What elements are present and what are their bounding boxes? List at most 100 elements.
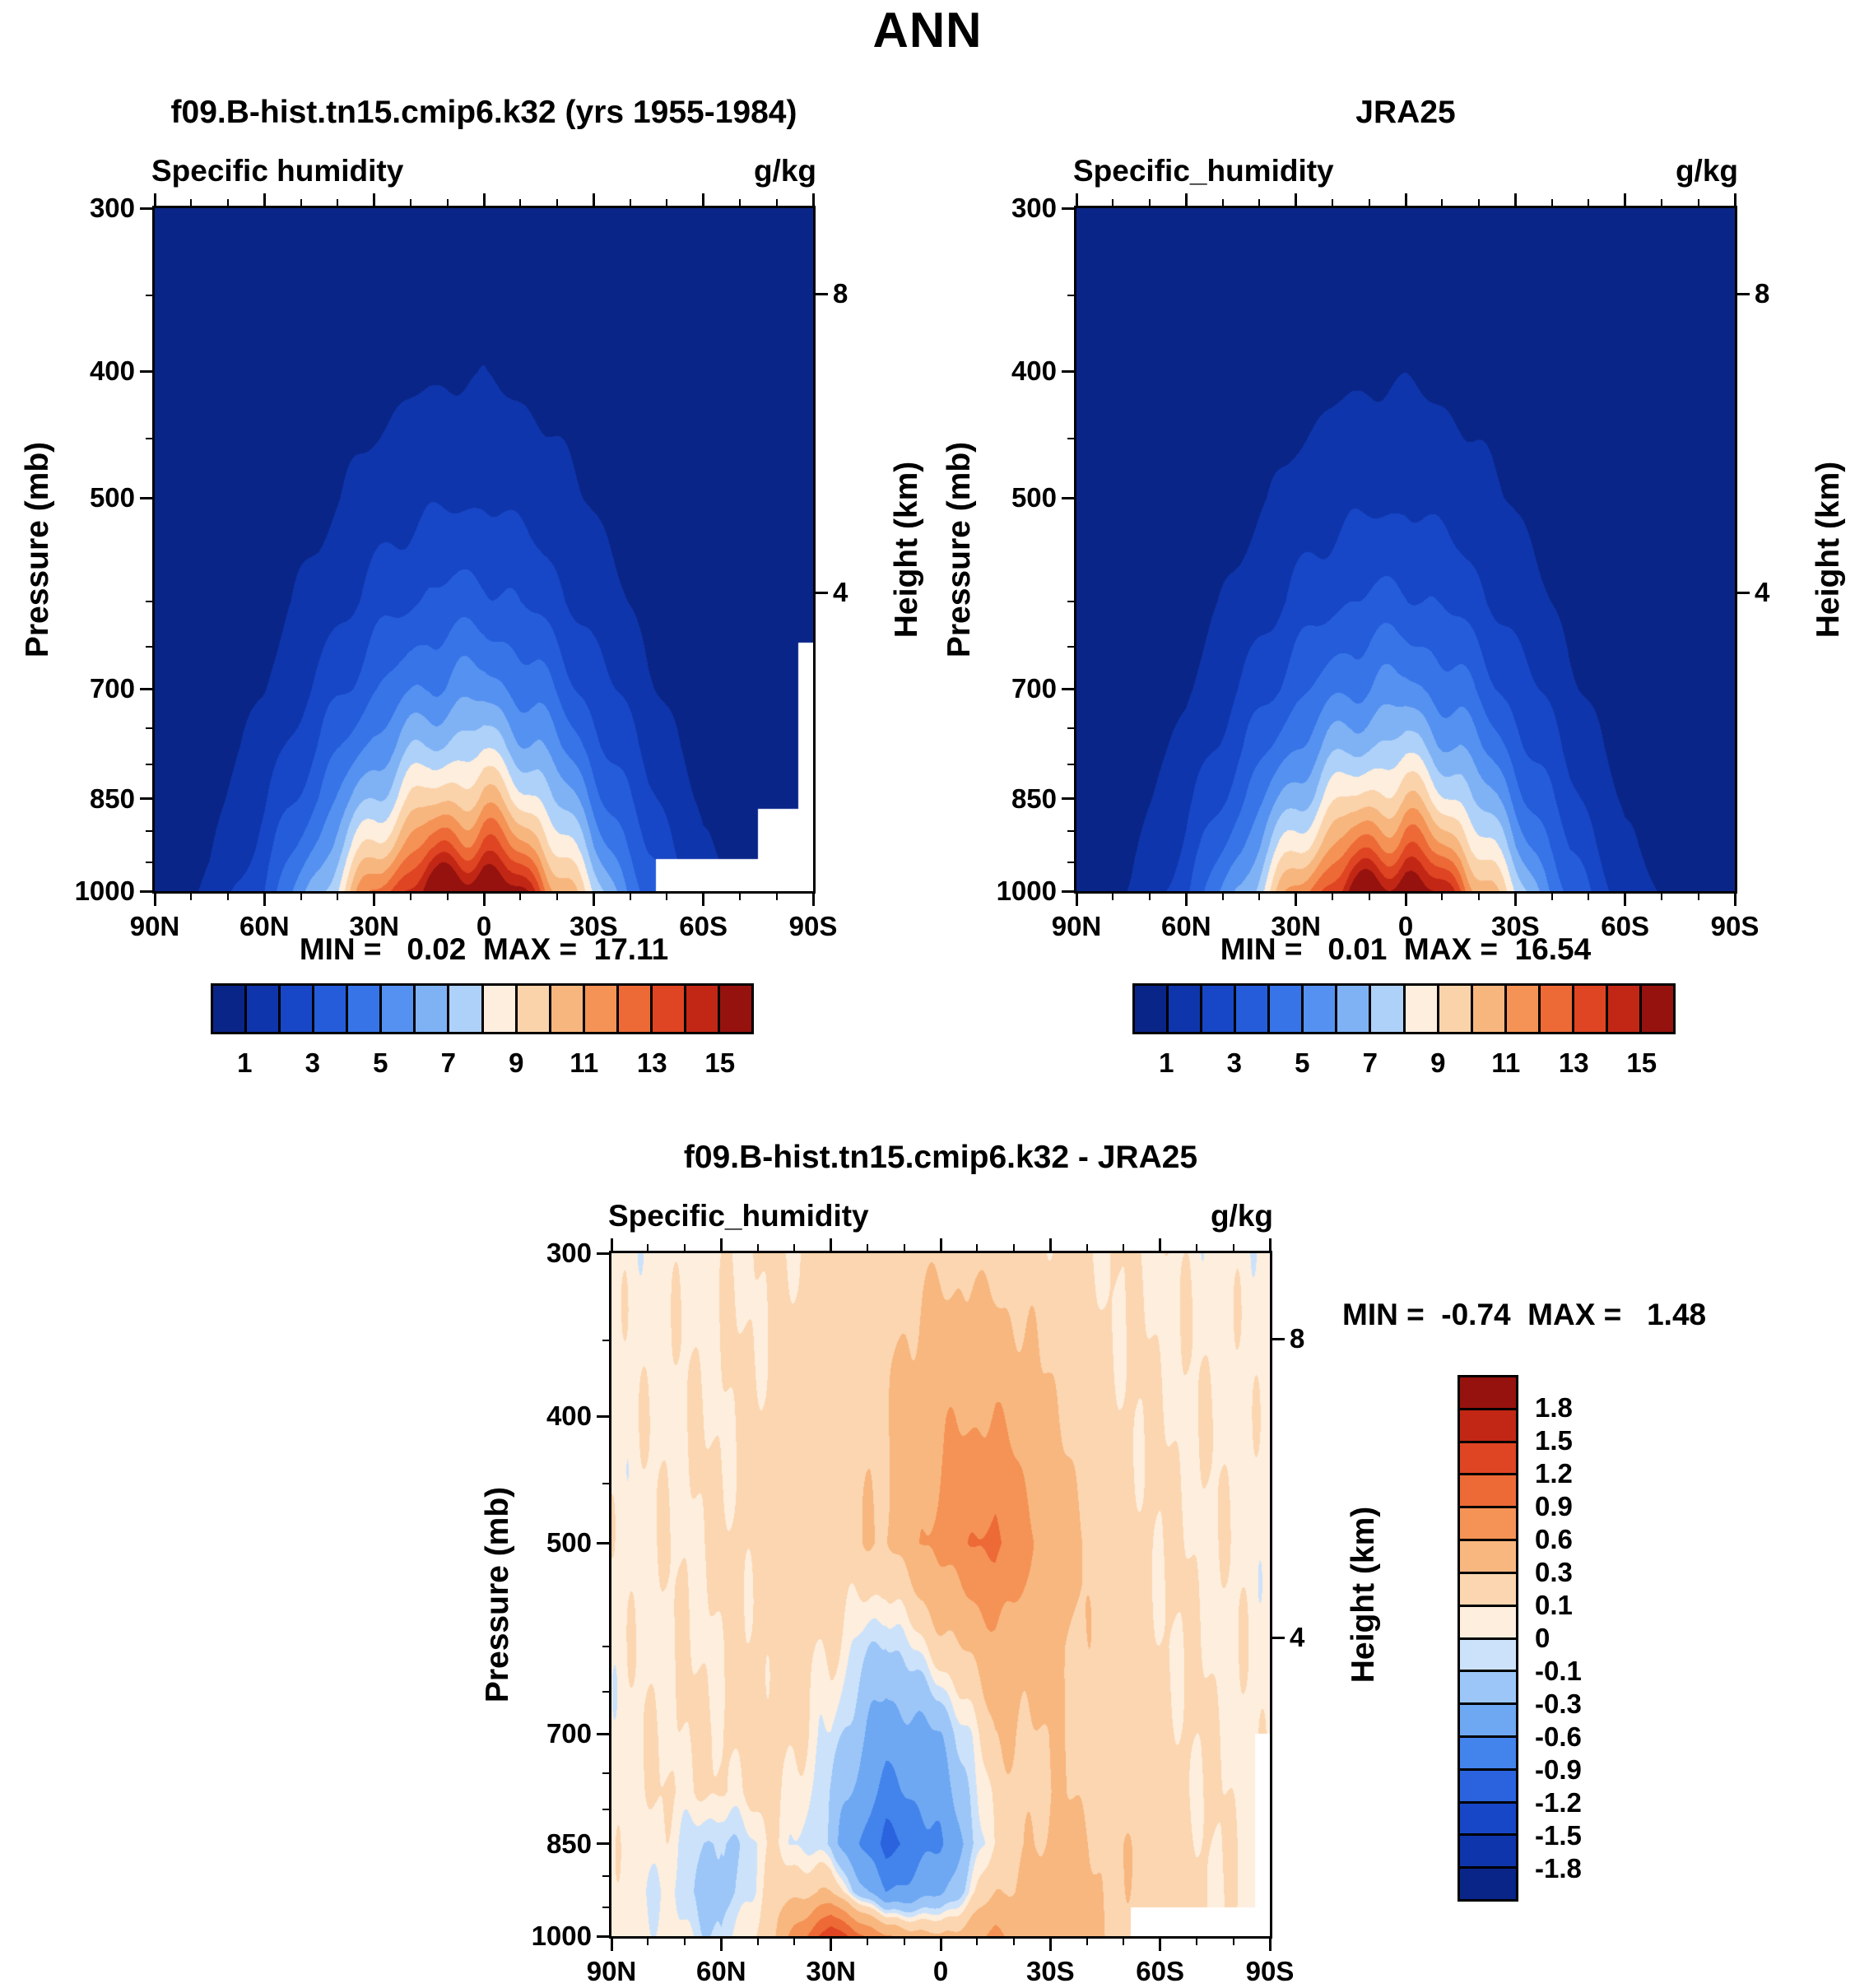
colorbar-tick-label: 11	[570, 1047, 599, 1078]
colorbar-tick-label: 5	[1295, 1047, 1310, 1078]
colorbar-tick-label: 9	[1430, 1047, 1446, 1078]
contour-field-canvas	[155, 208, 813, 891]
pressure-tick	[1062, 889, 1076, 893]
pressure-tick	[597, 1935, 611, 1938]
pressure-tick-label: 400	[1011, 355, 1057, 387]
panel-reference-contour: JRA25 Specific_humidity g/kg Pressure (m…	[941, 95, 1846, 1078]
colorbar: 1.8 1.5 1.2 0.9 0.6 0.3 0.1 0 -0.1 -0.3 -0.6 -0.9 -1…	[1458, 1375, 1582, 1902]
x-axis-minor-tick	[1148, 891, 1151, 900]
height-tick-label: 4	[1755, 577, 1770, 608]
pressure-tick	[597, 1842, 611, 1846]
x-axis-minor-tick-top	[647, 1244, 649, 1253]
x-axis-tick	[153, 891, 156, 906]
colorbar-tick-label: 7	[440, 1047, 456, 1078]
height-tick	[813, 591, 828, 594]
pressure-minor-tick	[146, 727, 155, 729]
x-axis-minor-tick-top	[867, 1244, 869, 1253]
pressure-tick	[140, 889, 155, 893]
x-axis-minor-tick-top	[1123, 1244, 1125, 1253]
height-tick-label: 8	[1755, 278, 1770, 309]
colorbar-tick-label: -0.1	[1535, 1656, 1582, 1686]
colorbar-cell	[1458, 1506, 1518, 1542]
x-tick-label: 90N	[1051, 911, 1102, 941]
x-axis-minor-tick	[683, 1936, 686, 1945]
x-tick-label: 0	[476, 911, 492, 941]
x-axis-minor-tick	[300, 891, 302, 900]
colorbar-tick-label: 0.9	[1535, 1491, 1573, 1521]
x-axis-minor-tick	[1086, 1936, 1088, 1945]
colorbar-cell	[1458, 1800, 1518, 1837]
x-axis-minor-tick	[756, 1936, 759, 1945]
height-tick	[1270, 1337, 1285, 1340]
colorbar-cell	[616, 983, 653, 1034]
x-axis-minor-tick-top	[1697, 199, 1699, 208]
x-axis-minor-tick	[446, 891, 449, 900]
field-name-label: Specific humidity	[151, 154, 404, 188]
colorbar-cell	[346, 983, 383, 1034]
pressure-tick	[597, 1252, 611, 1255]
x-tick-label: 90N	[586, 1956, 637, 1986]
colorbar-cell	[1369, 983, 1406, 1034]
x-axis-tick	[482, 891, 486, 906]
colorbar-cell	[1458, 1407, 1518, 1443]
colorbar-tick-label: -0.6	[1535, 1721, 1582, 1752]
colorbar-cell	[1458, 1767, 1518, 1804]
colorbar-tick-label: 5	[373, 1047, 388, 1078]
pressure-tick	[140, 496, 155, 499]
pressure-minor-tick	[146, 830, 155, 833]
pressure-tick-label: 400	[546, 1400, 592, 1432]
pressure-minor-tick	[602, 1906, 611, 1908]
colorbar-cell	[1639, 983, 1676, 1034]
x-axis-minor-tick-top	[300, 199, 302, 208]
pressure-axis-label: Pressure (mb)	[480, 1486, 515, 1703]
pressure-minor-tick	[602, 1809, 611, 1811]
min-max-stats: MIN = -0.74 MAX = 1.48	[1342, 1298, 1707, 1331]
x-axis-minor-tick-top	[1550, 199, 1553, 208]
units-label: g/kg	[753, 154, 816, 188]
x-axis-tick-top	[1268, 1238, 1272, 1253]
pressure-tick-label: 500	[1011, 482, 1057, 513]
x-axis-minor-tick-top	[446, 199, 449, 208]
colorbar-tick-label: 3	[305, 1047, 320, 1078]
x-axis-minor-tick	[1661, 891, 1663, 900]
x-axis-tick-top	[592, 193, 595, 208]
colorbar-tick-label: 3	[1226, 1047, 1242, 1078]
x-axis-tick-top	[830, 1238, 833, 1253]
x-axis-tick-top	[153, 193, 156, 208]
colorbar-tick-label: 7	[1362, 1047, 1378, 1078]
units-label: g/kg	[1675, 154, 1738, 188]
min-max-stats: MIN = 0.01 MAX = 16.54	[1220, 932, 1592, 966]
x-tick-label: 60N	[696, 1956, 746, 1986]
x-tick-label: 30S	[569, 911, 618, 941]
x-axis-minor-tick-top	[1012, 1244, 1015, 1253]
x-axis-tick-top	[1404, 193, 1407, 208]
colorbar-cell	[1458, 1375, 1518, 1410]
colorbar-tick-label: 13	[636, 1047, 667, 1078]
pressure-minor-tick	[1067, 830, 1076, 833]
height-tick-label: 8	[1290, 1323, 1305, 1354]
pressure-minor-tick	[1067, 861, 1076, 863]
x-axis-minor-tick-top	[739, 199, 742, 208]
pressure-tick	[597, 1732, 611, 1735]
x-axis-minor-tick-top	[226, 199, 229, 208]
x-axis-minor-tick-top	[775, 199, 778, 208]
pressure-minor-tick	[602, 1691, 611, 1693]
colorbar-cell	[582, 983, 619, 1034]
panel-difference-contour: f09.B-hist.tn15.cmip6.k32 - JRA25 Specif…	[480, 1140, 1706, 1986]
colorbar-tick-label: -1.8	[1535, 1853, 1582, 1883]
height-axis-label: Height (km)	[889, 461, 924, 639]
colorbar-tick-label: 15	[1626, 1047, 1657, 1078]
colorbar-cell	[649, 983, 686, 1034]
colorbar-tick-label: 1.2	[1535, 1458, 1573, 1489]
x-axis-minor-tick-top	[410, 199, 412, 208]
colorbar-tick-label: -1.5	[1535, 1820, 1582, 1851]
colorbar-cell	[1458, 1670, 1518, 1706]
x-axis-minor-tick	[647, 1936, 649, 1945]
panel-title: JRA25	[1355, 95, 1456, 130]
x-axis-tick-top	[1184, 193, 1188, 208]
x-axis-minor-tick-top	[1477, 199, 1480, 208]
x-axis-minor-tick	[1123, 1936, 1125, 1945]
colorbar-tick-label: 11	[1491, 1047, 1521, 1078]
pressure-minor-tick	[602, 1482, 611, 1484]
colorbar-cell	[717, 983, 754, 1034]
